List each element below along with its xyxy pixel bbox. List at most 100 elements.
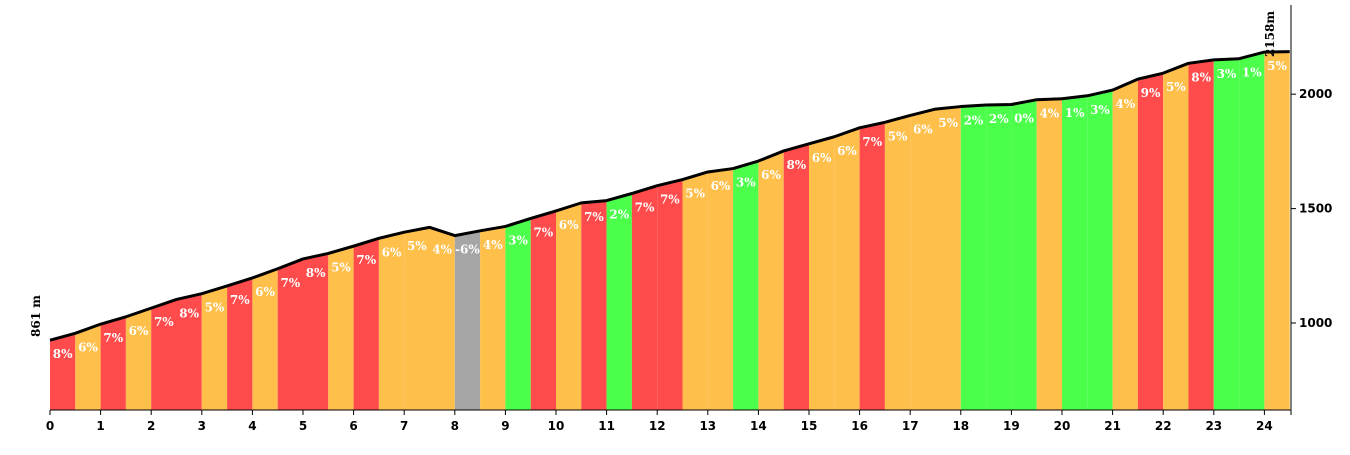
y-tick-label: 1000 [1299, 316, 1332, 330]
gradient-label: 8% [786, 158, 806, 172]
gradient-label: 3% [1217, 67, 1237, 81]
gradient-labels: 8% 6%7%6%7%8% 5%7%6%7%8% 5%7%6% 5% 4% -6% 4% 3%7… [53, 59, 1288, 361]
gradient-segment [556, 202, 582, 410]
gradient-label: 7% [230, 293, 250, 307]
gradient-label: 2% [609, 208, 629, 222]
y-tick-label: 1500 [1299, 202, 1332, 216]
gradient-label: 5% [407, 239, 427, 253]
gradient-label: 6% [913, 122, 933, 136]
gradient-label: 3% [1090, 103, 1110, 117]
gradient-segment [50, 333, 76, 410]
gradient-label: 4% [432, 243, 452, 257]
gradient-label: 6% [837, 144, 857, 158]
gradient-segment [1163, 63, 1189, 410]
x-axis-ticks: 0 1 2 3 4 5 6 7 8 9 10 11 12 13 14 15 16 17 18 19 20 21 22 23 24 [46, 410, 1273, 433]
gradient-segment [252, 268, 278, 410]
gradient-label: 5% [205, 301, 225, 315]
gradient-label: 7% [584, 210, 604, 224]
gradient-label: -6% [455, 243, 480, 257]
gradient-segment [733, 161, 759, 410]
gradient-label: 7% [356, 253, 376, 267]
gradient-segment [227, 277, 253, 410]
gradient-segment [125, 308, 152, 410]
x-tick-label: 14 [750, 419, 767, 433]
gradient-label: 5% [938, 116, 958, 130]
gradient-segment [1112, 79, 1138, 411]
x-tick-label: 20 [1054, 419, 1071, 433]
gradient-segment [910, 109, 936, 411]
gradient-segment [935, 106, 961, 410]
end-elevation-label: 2158m [1263, 11, 1277, 57]
x-tick-label: 3 [198, 419, 206, 433]
gradient-label: 0% [1014, 111, 1034, 125]
gradient-segment [454, 230, 481, 410]
gradient-label: 2% [964, 114, 984, 128]
gradient-segment [1062, 95, 1088, 410]
gradient-segment [303, 253, 329, 410]
gradient-segment [834, 127, 860, 410]
gradient-label: 7% [280, 276, 300, 290]
gradient-label: 4% [1115, 97, 1135, 111]
y-axis-ticks: 1000 1500 2000 [1291, 87, 1332, 330]
gradient-segment [378, 232, 405, 410]
gradient-label: 6% [711, 179, 731, 193]
gradient-label: 3% [508, 233, 528, 247]
gradient-segment [606, 193, 632, 410]
x-tick-label: 1 [96, 419, 104, 433]
gradient-label: 1% [1242, 66, 1262, 80]
gradient-label: 5% [888, 129, 908, 143]
gradient-label: 7% [660, 193, 680, 207]
gradient-segment [328, 246, 354, 410]
gradient-segment [707, 168, 734, 410]
x-tick-label: 12 [649, 419, 666, 433]
gradient-segment [859, 122, 885, 410]
gradient-segment [1213, 58, 1240, 411]
gradient-label: 4% [483, 238, 503, 252]
start-elevation-label: 861 m [29, 295, 43, 337]
gradient-segment [530, 210, 556, 410]
x-tick-label: 7 [400, 419, 408, 433]
gradient-label: 5% [1166, 80, 1186, 94]
gradient-segment [353, 238, 379, 410]
gradient-segment [1087, 90, 1113, 410]
x-tick-label: 10 [548, 419, 565, 433]
gradient-label: 5% [331, 260, 351, 274]
gradient-label: 7% [533, 225, 553, 239]
gradient-segment [581, 200, 607, 410]
x-tick-label: 4 [248, 419, 256, 433]
gradient-label: 8% [306, 266, 326, 280]
gradient-label: 6% [129, 324, 149, 338]
gradient-label: 8% [1191, 70, 1211, 84]
gradient-segment [100, 316, 126, 410]
gradient-label: 7% [103, 331, 123, 345]
gradient-segment [783, 143, 809, 410]
x-tick-label: 23 [1205, 419, 1222, 433]
gradient-segment [176, 293, 202, 410]
x-tick-label: 19 [1003, 419, 1020, 433]
gradient-label: 2% [989, 112, 1009, 126]
gradient-segment [1264, 51, 1290, 411]
gradient-segment [758, 150, 784, 411]
gradient-segment [1137, 73, 1164, 411]
x-tick-label: 9 [501, 419, 509, 433]
x-tick-label: 11 [598, 419, 615, 433]
y-tick-label: 2000 [1299, 87, 1332, 101]
gradient-label: 4% [1039, 107, 1059, 121]
gradient-segment [1239, 52, 1265, 410]
x-tick-label: 22 [1155, 419, 1172, 433]
gradient-label: 6% [255, 285, 275, 299]
gradient-label: 6% [559, 218, 579, 232]
gradient-label: 6% [382, 245, 402, 259]
gradient-label: 1% [1065, 106, 1085, 120]
gradient-segment [480, 226, 506, 410]
x-tick-label: 2 [147, 419, 155, 433]
gradient-segment [505, 218, 531, 410]
gradient-label: 6% [761, 168, 781, 182]
x-tick-label: 15 [801, 419, 818, 433]
gradient-segment [682, 171, 708, 410]
x-tick-label: 16 [851, 419, 868, 433]
gradient-segment [657, 179, 683, 410]
gradient-segment [809, 136, 835, 410]
x-tick-label: 6 [349, 419, 357, 433]
